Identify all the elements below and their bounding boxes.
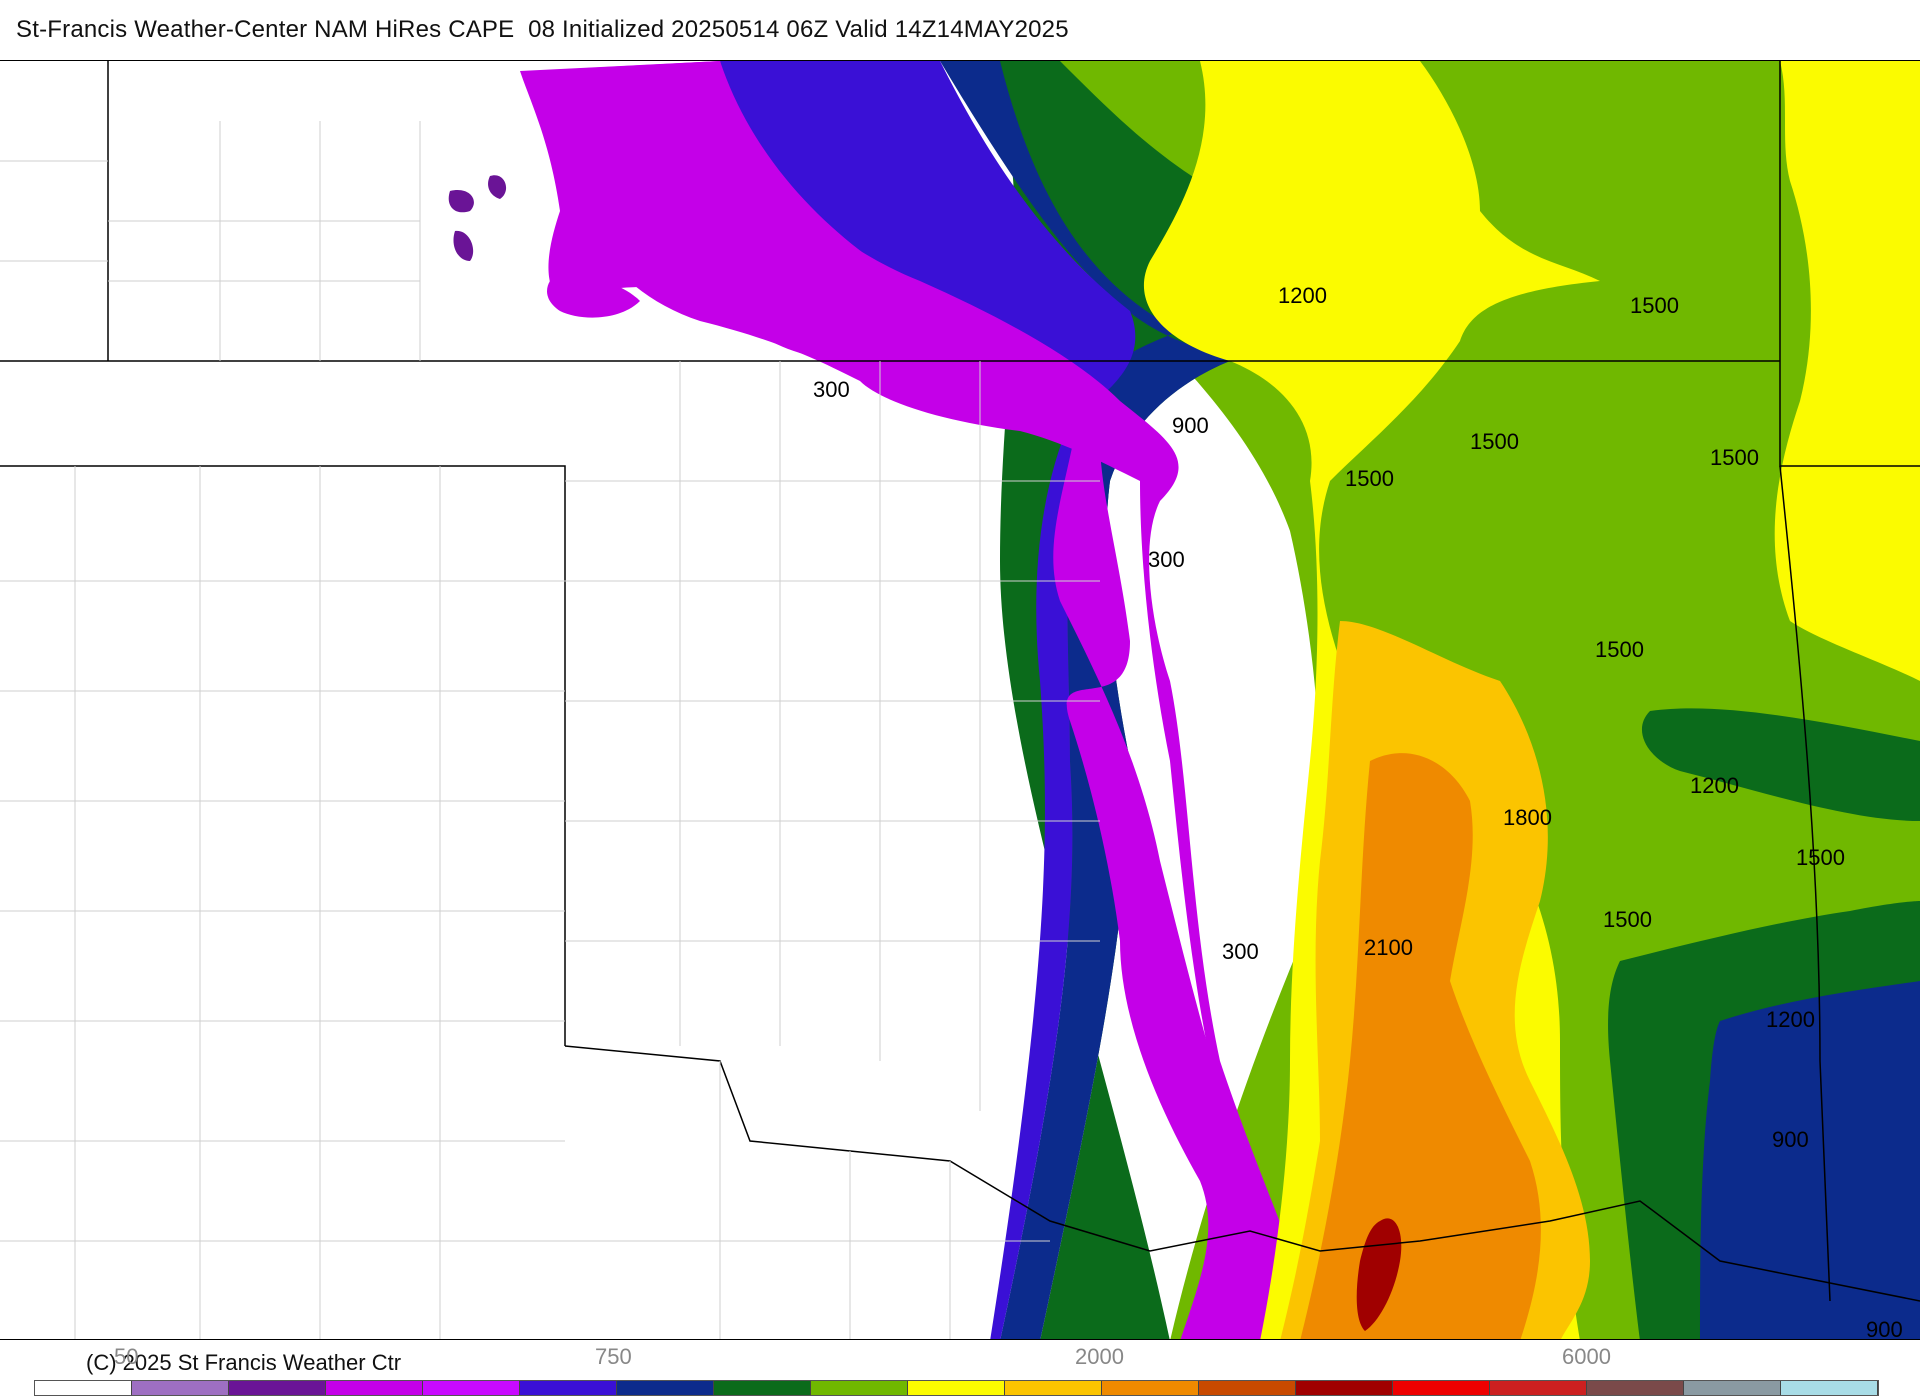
colorbar-swatch	[1296, 1381, 1393, 1395]
colorbar-swatch	[520, 1381, 617, 1395]
colorbar-tick-label: 50	[114, 1344, 139, 1369]
colorbar-swatch	[229, 1381, 326, 1395]
colorbar-swatch	[1102, 1381, 1199, 1395]
contour-label: 1800	[1503, 805, 1552, 830]
title-bar: St-Francis Weather-Center NAM HiRes CAPE…	[0, 0, 1920, 60]
colorbar-swatch	[1199, 1381, 1296, 1395]
contour-label: 2100	[1364, 935, 1413, 960]
colorbar-swatch	[35, 1381, 132, 1395]
contour-label: 1200	[1766, 1007, 1815, 1032]
contour-label: 1500	[1595, 637, 1644, 662]
colorbar-swatch	[1781, 1381, 1878, 1395]
colorbar-swatch	[326, 1381, 423, 1395]
map-title: St-Francis Weather-Center NAM HiRes CAPE…	[16, 16, 1069, 43]
contour-label: 900	[1772, 1127, 1809, 1152]
cape-fill-magenta-blob	[547, 277, 640, 318]
colorbar-swatch	[1684, 1381, 1781, 1395]
contour-labels: 1200 1500 300 900 1500 1500 1500 300 150…	[813, 283, 1903, 1340]
colorbar-swatch	[714, 1381, 811, 1395]
contour-label: 300	[813, 377, 850, 402]
cape-fill-purple-blob	[448, 175, 507, 261]
colorbar-swatch	[1490, 1381, 1587, 1395]
contour-label: 1500	[1345, 466, 1394, 491]
colorbar-tick-label: 2000	[1075, 1344, 1124, 1369]
cape-map[interactable]: 1200 1500 300 900 1500 1500 1500 300 150…	[0, 61, 1920, 1340]
cape-fill-magenta-main	[520, 61, 1264, 1339]
colorbar-swatch	[1393, 1381, 1490, 1395]
contour-label: 1500	[1470, 429, 1519, 454]
colorbar-tick-label: 750	[595, 1344, 632, 1369]
contour-label: 1500	[1603, 907, 1652, 932]
state-boundaries	[0, 61, 1920, 1302]
contour-label: 300	[1148, 547, 1185, 572]
contour-label: 1500	[1630, 293, 1679, 318]
colorbar-swatch	[811, 1381, 908, 1395]
colorbar-swatch	[617, 1381, 714, 1395]
cape-fill-yellow-ne	[1774, 61, 1920, 681]
contour-label: 300	[1222, 939, 1259, 964]
colorbar-swatch	[132, 1381, 229, 1395]
contour-label: 1500	[1710, 445, 1759, 470]
contour-label: 1200	[1690, 773, 1739, 798]
colorbar-swatch	[423, 1381, 520, 1395]
copyright-text: (C) 2025 St Francis Weather Ctr	[86, 1350, 402, 1375]
colorbar-swatch	[1005, 1381, 1102, 1395]
cape-fill-darkgreen-ne	[1641, 708, 1920, 821]
cape-fill-orange	[1300, 753, 1541, 1339]
cape-colorbar	[34, 1380, 1879, 1396]
colorbar-tick-label: 6000	[1562, 1344, 1611, 1369]
contour-label: 900	[1172, 413, 1209, 438]
county-boundaries	[0, 121, 1100, 1339]
colorbar-swatch	[908, 1381, 1005, 1395]
contour-label: 1500	[1796, 845, 1845, 870]
colorbar-swatch	[1587, 1381, 1684, 1395]
contour-label: 900	[1866, 1317, 1903, 1340]
colorbar-footer: (C) 2025 St Francis Weather Ctr 50 750 2…	[0, 1340, 1920, 1400]
map-panel[interactable]: 1200 1500 300 900 1500 1500 1500 300 150…	[0, 60, 1920, 1340]
contour-label: 1200	[1278, 283, 1327, 308]
cape-fill-navy-se	[1700, 981, 1920, 1339]
